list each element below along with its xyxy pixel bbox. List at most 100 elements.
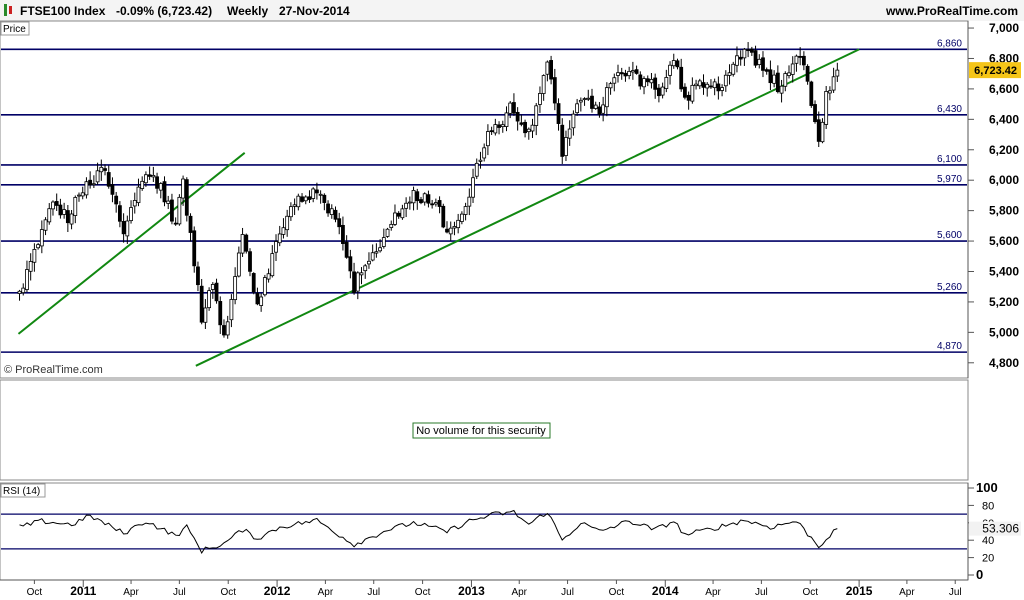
candle-body bbox=[73, 197, 78, 216]
candle-body bbox=[549, 60, 553, 80]
candle-body bbox=[196, 266, 200, 286]
candle-body bbox=[738, 56, 743, 60]
candle-body bbox=[222, 325, 226, 336]
candle-body bbox=[255, 292, 260, 305]
candle-body bbox=[720, 87, 724, 91]
header-bar bbox=[0, 0, 1024, 21]
candle-body bbox=[612, 77, 617, 84]
rsi-tick-label: 80 bbox=[982, 500, 994, 512]
candle-body bbox=[374, 251, 379, 254]
candle-body bbox=[170, 199, 174, 222]
candle-body bbox=[218, 301, 223, 326]
candle-body bbox=[125, 220, 130, 237]
candle-body bbox=[415, 191, 420, 202]
rsi-tick-label: 20 bbox=[982, 553, 994, 565]
candle-body bbox=[21, 287, 26, 294]
candle-body bbox=[17, 290, 22, 294]
candle-body bbox=[772, 74, 777, 84]
price-tick-label: 5,800 bbox=[989, 204, 1019, 218]
price-tick-label: 6,400 bbox=[989, 112, 1019, 126]
time-tick-label: Jul bbox=[367, 587, 380, 598]
price-tick-label: 5,400 bbox=[989, 264, 1019, 278]
candle-body bbox=[333, 209, 338, 220]
candle-body bbox=[199, 285, 204, 323]
candle-body bbox=[248, 251, 252, 272]
candle-body bbox=[664, 77, 669, 89]
support-level-label: 6,100 bbox=[937, 154, 962, 165]
candle-body bbox=[697, 80, 702, 87]
support-levels: 6,860 6,430 6,100 5,970 5,600 5,260 4,870 bbox=[1, 38, 967, 353]
candle-body bbox=[452, 226, 457, 229]
rsi-label-box bbox=[0, 483, 46, 498]
candle-body bbox=[251, 273, 256, 293]
candle-body bbox=[441, 205, 446, 228]
candle-body bbox=[233, 276, 238, 301]
candle-body bbox=[783, 73, 788, 87]
candle-body bbox=[779, 85, 784, 94]
candle-body bbox=[608, 83, 613, 89]
candle-body bbox=[723, 74, 728, 87]
candle-body bbox=[586, 97, 591, 100]
candle-body bbox=[400, 208, 405, 219]
candle-body bbox=[326, 203, 330, 214]
rsi-tick-label: 40 bbox=[982, 535, 994, 547]
candle-body bbox=[292, 204, 297, 207]
candle-body bbox=[482, 147, 487, 159]
candle-body bbox=[653, 77, 658, 90]
candle-body bbox=[80, 192, 85, 197]
candle-body bbox=[277, 233, 282, 244]
candle-body bbox=[578, 99, 583, 103]
candle-body bbox=[775, 72, 780, 93]
candle-body bbox=[701, 82, 706, 88]
time-tick-label: 2013 bbox=[458, 584, 485, 598]
candle-body bbox=[582, 98, 587, 101]
candle-body bbox=[262, 277, 267, 296]
candle-body bbox=[749, 48, 754, 53]
candle-body bbox=[649, 78, 654, 84]
candle-body bbox=[300, 196, 304, 202]
rsi-value-label: 53.306 bbox=[982, 522, 1019, 536]
candle-body bbox=[411, 190, 416, 204]
time-tick-label: Oct bbox=[220, 587, 236, 598]
candle-body bbox=[99, 166, 104, 173]
candle-body bbox=[370, 252, 375, 261]
candle-body bbox=[430, 203, 435, 206]
candle-body bbox=[47, 208, 52, 223]
candle-body bbox=[604, 87, 609, 108]
candle-body bbox=[318, 193, 323, 196]
candles bbox=[17, 42, 840, 339]
candle-body bbox=[448, 227, 453, 235]
candle-body bbox=[303, 196, 308, 202]
candle-body bbox=[790, 63, 795, 75]
candle-body bbox=[764, 69, 769, 72]
candle-body bbox=[623, 72, 628, 77]
candle-body bbox=[761, 57, 765, 71]
candle-body bbox=[523, 121, 527, 134]
rsi-value-box bbox=[969, 521, 1021, 536]
candle-body bbox=[809, 81, 814, 106]
candle-body bbox=[526, 128, 531, 133]
time-tick-label: Oct bbox=[27, 587, 43, 598]
candle-body bbox=[787, 72, 791, 76]
candle-body bbox=[463, 206, 468, 215]
candle-body bbox=[742, 48, 747, 59]
candle-body bbox=[103, 168, 107, 171]
candle-body bbox=[58, 204, 63, 216]
candle-body bbox=[616, 72, 620, 76]
candle-body bbox=[512, 102, 516, 114]
candle-body bbox=[110, 184, 115, 195]
candle-body bbox=[381, 237, 386, 247]
candle-body bbox=[117, 205, 122, 222]
candle-body bbox=[162, 181, 167, 203]
candle-body bbox=[132, 200, 137, 207]
candle-body bbox=[166, 200, 171, 204]
candle-body bbox=[244, 234, 249, 252]
candle-body bbox=[545, 61, 550, 75]
candle-body bbox=[39, 229, 44, 247]
candle-body bbox=[493, 124, 498, 134]
time-tick-label: Jul bbox=[561, 587, 574, 598]
last-price-box bbox=[969, 62, 1021, 79]
header-site[interactable]: www.ProRealTime.com bbox=[885, 4, 1018, 18]
candle-body bbox=[151, 174, 156, 178]
